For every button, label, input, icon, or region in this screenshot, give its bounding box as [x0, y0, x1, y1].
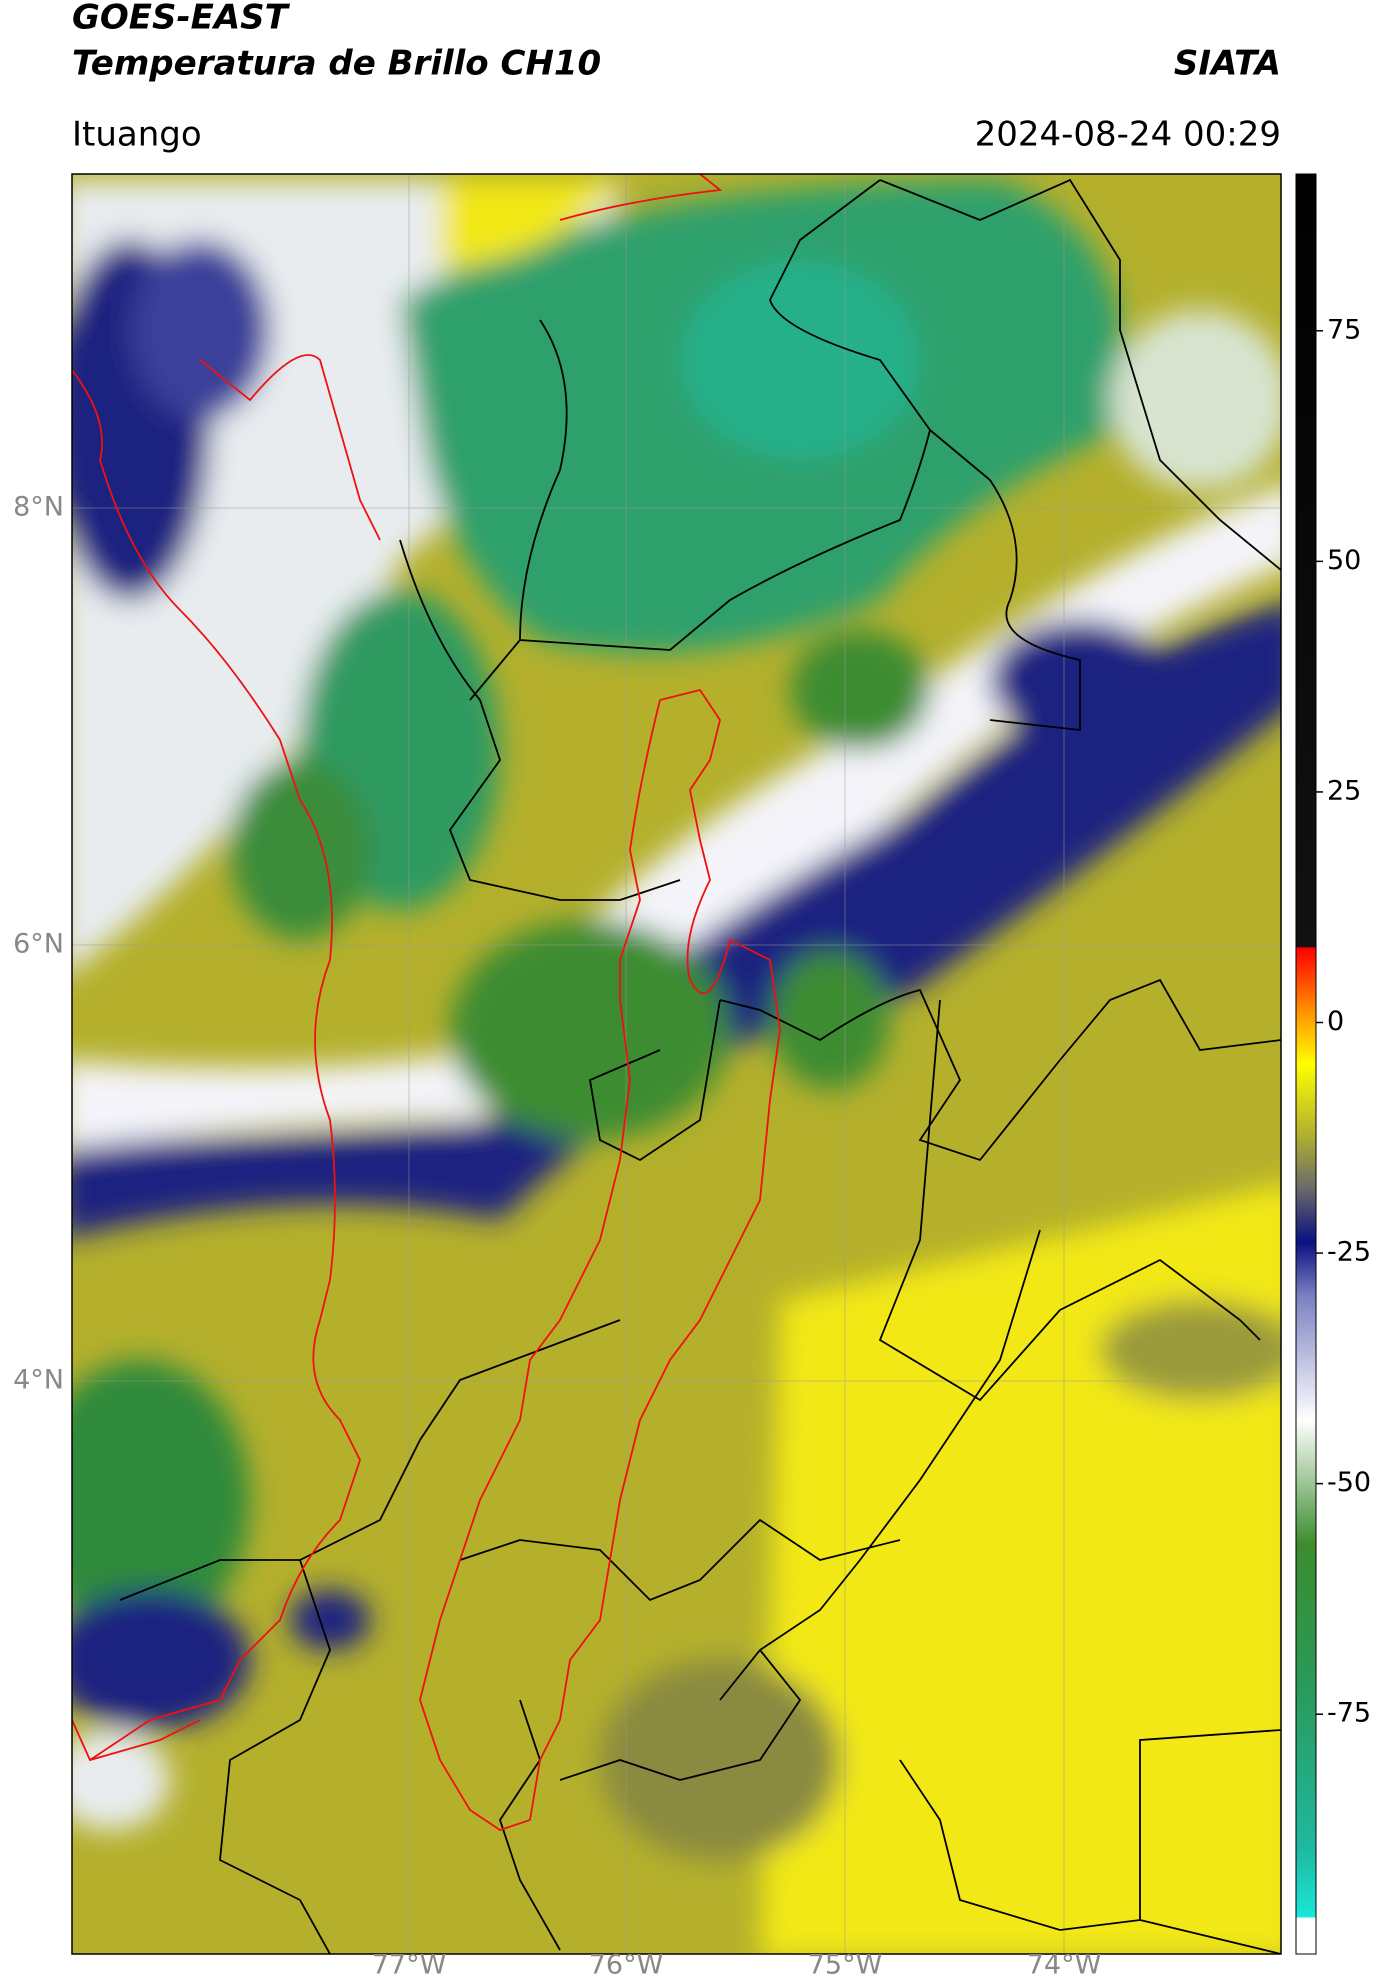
colorbar-tick-label: -25 [1327, 1237, 1371, 1268]
colorbar-tick-label: -50 [1327, 1467, 1371, 1498]
colorbar-tick-label: 50 [1327, 545, 1361, 576]
region-borders [72, 174, 781, 1831]
lat-label: 8°N [13, 492, 64, 523]
admin-borders [119, 178, 1281, 1954]
colorbar-ticks: 75 50 25 0 -25 -50 -75 [1316, 314, 1371, 1729]
product: Temperatura de Brillo CH10 [72, 44, 601, 84]
colorbar-tick-label: 75 [1327, 314, 1361, 345]
satellite: GOES-EAST [72, 0, 291, 38]
datetime: 2024-08-24 00:29 [975, 115, 1281, 155]
colorbar [1295, 173, 1317, 1955]
region: Ituango [72, 115, 202, 155]
colorbar-tick-label: 25 [1327, 775, 1361, 806]
lon-label: 76°W [589, 1950, 664, 1981]
lon-label: 75°W [808, 1950, 883, 1981]
lat-label: 6°N [13, 929, 64, 960]
graticule [72, 174, 1281, 1954]
map-frame [71, 173, 1282, 1955]
lat-label: 4°N [13, 1365, 64, 1396]
satellite-image [72, 174, 1281, 1954]
lon-label: 77°W [372, 1950, 447, 1981]
colorbar-tick-label: -75 [1327, 1698, 1371, 1729]
lon-label: 74°W [1027, 1950, 1102, 1981]
colorbar-tick-label: 0 [1327, 1006, 1344, 1037]
source: SIATA [1174, 44, 1281, 84]
